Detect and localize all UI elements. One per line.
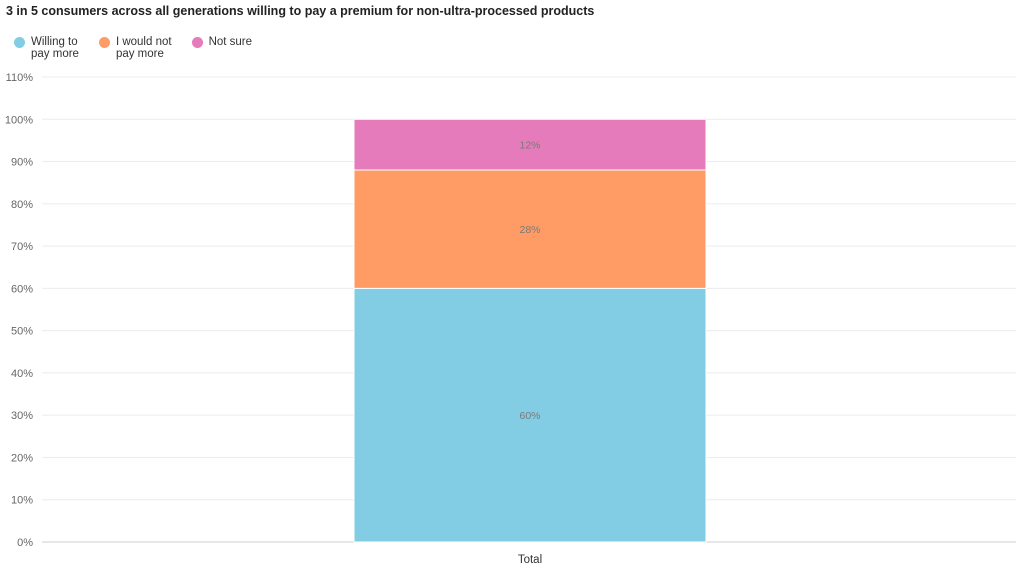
y-tick-label: 100% xyxy=(5,114,33,126)
legend-swatch-not-pay xyxy=(98,37,110,48)
y-tick-label: 90% xyxy=(11,157,33,169)
legend-label-not-pay: I would not pay more xyxy=(115,36,172,60)
chart-title: 3 in 5 consumers across all generations … xyxy=(6,4,595,18)
y-tick-label: 50% xyxy=(11,326,33,338)
y-tick-label: 40% xyxy=(11,368,33,380)
y-tick-label: 20% xyxy=(11,452,33,464)
x-tick-label: Total xyxy=(518,554,542,566)
legend-item-willing[interactable]: Willing to pay more xyxy=(14,36,79,60)
data-label-not-sure: 12% xyxy=(519,140,540,152)
legend-item-not-pay[interactable]: I would not pay more xyxy=(98,36,172,60)
data-label-willing: 60% xyxy=(519,410,540,422)
legend-swatch-willing xyxy=(14,37,25,48)
legend-swatch-not-sure xyxy=(191,37,203,48)
legend-label-not-sure: Not sure xyxy=(208,36,253,48)
legend: Willing to pay more I would not pay more… xyxy=(14,36,272,60)
bar-segment-not-pay[interactable] xyxy=(353,169,707,289)
y-tick-label: 30% xyxy=(11,410,33,422)
y-tick-label: 80% xyxy=(11,199,33,211)
y-tick-label: 60% xyxy=(11,283,33,295)
legend-label-willing: Willing to pay more xyxy=(31,36,79,60)
legend-item-not-sure[interactable]: Not sure xyxy=(191,36,253,48)
y-tick-label: 110% xyxy=(6,72,34,84)
data-label-not-pay: 28% xyxy=(519,224,540,236)
y-tick-label: 10% xyxy=(11,495,33,507)
bar-segment-not-sure[interactable] xyxy=(353,118,707,171)
bar-segment-willing[interactable] xyxy=(353,287,707,543)
y-tick-label: 70% xyxy=(11,241,33,253)
y-tick-label: 0% xyxy=(17,537,33,549)
